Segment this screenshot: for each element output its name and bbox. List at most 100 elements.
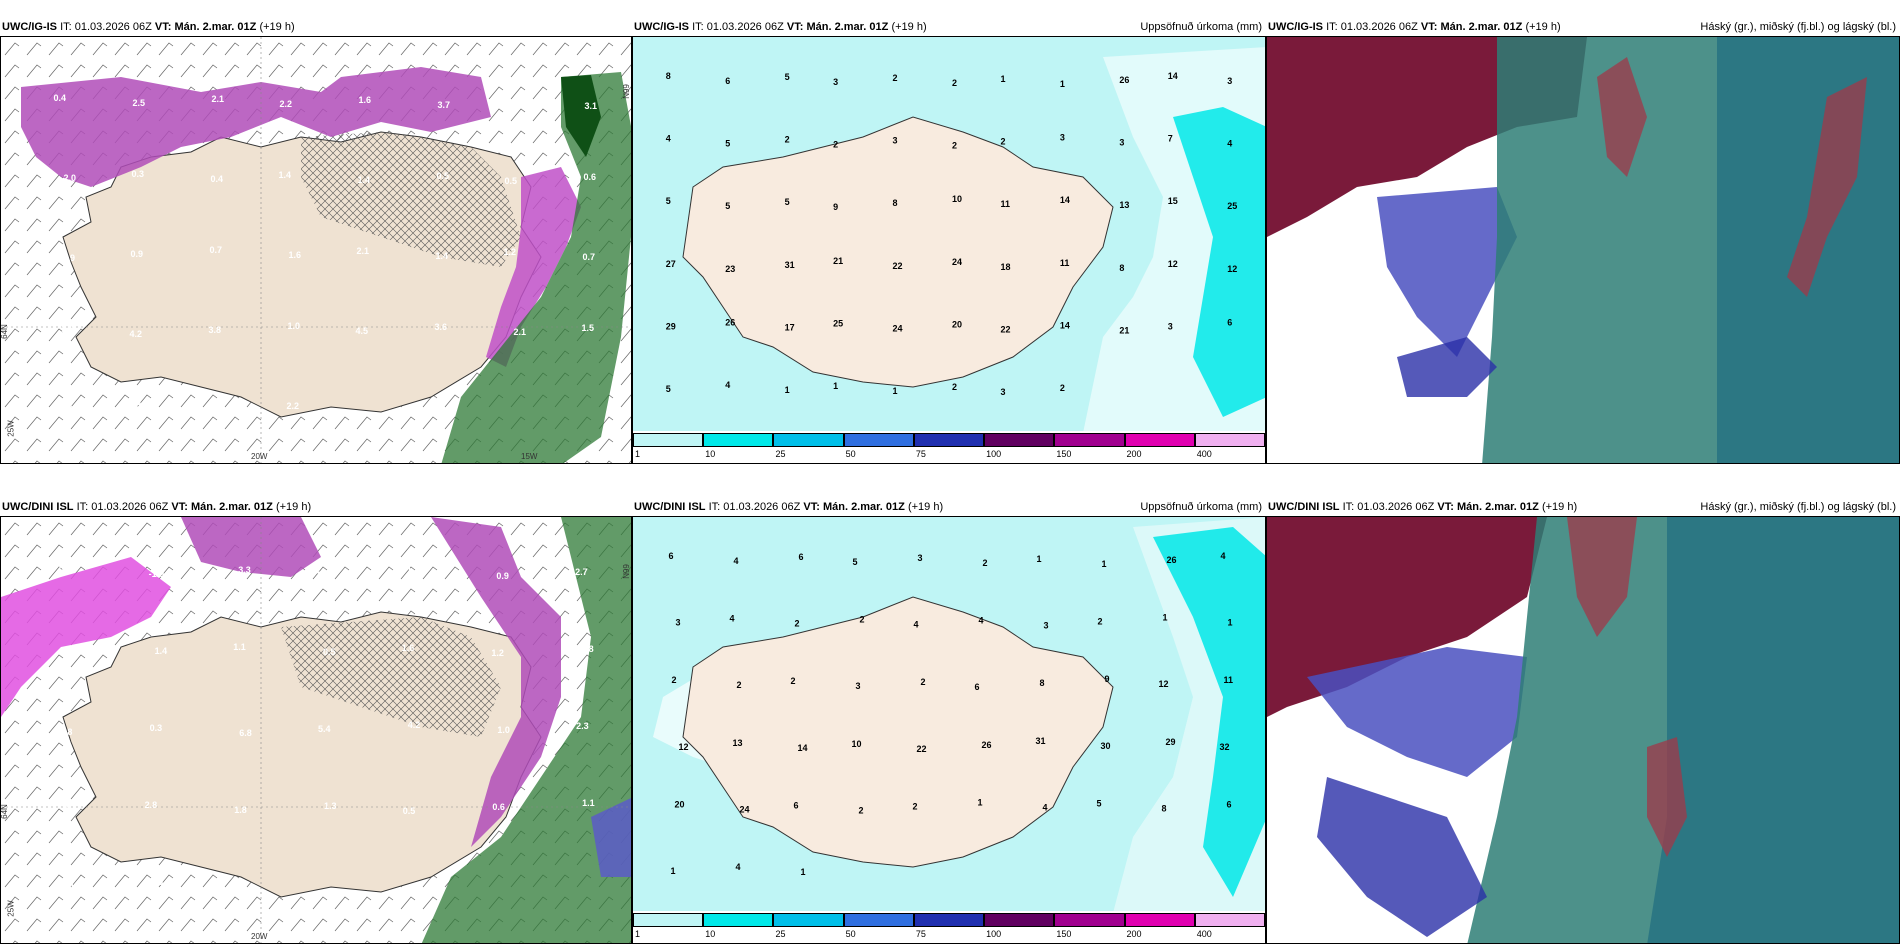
map-value-label: 3 [1168, 322, 1173, 332]
map-value-label: 3 [918, 553, 923, 563]
colorbar-label: 400 [1196, 929, 1212, 939]
map-value-label: 21 [1119, 326, 1129, 336]
precip-mixed-east [591, 797, 631, 877]
low-cloud-far-east [1647, 517, 1899, 943]
map-panel-wind-top: 0.4 2.5 2.1 2.2 1.6 3.7 1.5 3.1 2.0 0.3 0.4 1.4 1.4 0… [0, 36, 632, 464]
map-value-label: 1 [1001, 74, 1006, 84]
map-panel-precip-top: 8 6 5 3 2 2 1 1 26 14 3 4 5 2 2 3 2 2 3 3 7 4 5 5 5 9 8 10 11 14 13 15 2… [632, 36, 1266, 464]
map-value-label: 1.2 [491, 648, 504, 658]
panel-header-clouds-top: UWC/IG-IS IT: 01.03.2026 06Z VT: Mán. 2.… [1266, 18, 1898, 36]
map-value-label: 4 [730, 614, 735, 624]
map-value-label: 0.4 [54, 93, 67, 103]
mid-cloud-west [1377, 187, 1517, 357]
clouds-map-top [1267, 37, 1899, 463]
map-value-label: 25 [1227, 201, 1237, 211]
map-value-label: 4.9 [61, 404, 74, 414]
map-value-label: 1 [893, 386, 898, 396]
map-value-label: 2 [833, 140, 838, 150]
colorbar-swatch [1124, 433, 1195, 447]
map-value-label: 0.5 [437, 171, 450, 181]
map-value-label: 0.7 [210, 245, 223, 255]
init-label: IT: [1326, 21, 1338, 33]
map-value-label: 2 [1060, 383, 1065, 393]
colorbar-swatch [1194, 433, 1265, 447]
colorbar-label: 75 [915, 929, 926, 939]
colorbar-label: 150 [1056, 929, 1072, 939]
map-value-label: 3 [1001, 387, 1006, 397]
init-value: 01.03.2026 06Z [91, 501, 169, 513]
map-value-label: 4.2 [130, 329, 143, 339]
map-value-label: 9 [1105, 674, 1110, 684]
map-value-label: 10 [952, 194, 962, 204]
wind-value-labels-bottom: 0.3 -1.0 3.3 2.0 1.7 0.9 2.7 0.4 1.4 1.1 0.5 1.6 1.2… [59, 564, 595, 891]
map-value-label: 1 [1163, 613, 1168, 623]
map-value-label: 2.1 [357, 246, 370, 256]
map-value-label: 8 [1119, 263, 1124, 273]
map-value-label: 2.3 [576, 721, 589, 731]
map-value-label: 1.3 [324, 801, 337, 811]
map-value-label: 31 [785, 260, 795, 270]
map-value-label: 1.0 [497, 725, 510, 735]
precip-10-25-east [1153, 527, 1265, 897]
axis-label-66n: 66N [621, 564, 631, 579]
map-value-label: 4.2 [408, 720, 421, 730]
map-value-label: 20 [675, 800, 685, 810]
panel-header-wind-bottom: UWC/DINI ISL IT: 01.03.2026 06Z VT: Mán.… [0, 498, 630, 516]
precip-value-labels-top: 8 6 5 3 2 2 1 1 26 14 34 5 2 2 3 2 2 3 3 7 45 5 5 9 8 10 11 14 13 15 2… [666, 71, 1238, 397]
map-value-label: 11 [1060, 258, 1070, 268]
map-value-label: 2 [672, 675, 677, 685]
model-name: UWC/IG-IS [2, 21, 57, 33]
map-value-label: 2 [921, 677, 926, 687]
map-value-label: 1.4 [155, 646, 168, 656]
map-value-label: 3 [856, 681, 861, 691]
map-value-label: 1.1 [582, 798, 595, 808]
map-value-label: 14 [1060, 195, 1070, 205]
map-value-label: 4 [734, 556, 739, 566]
map-value-label: 6 [975, 682, 980, 692]
mid-cloud-south [1317, 777, 1487, 937]
map-value-label: 15 [1168, 196, 1178, 206]
valid-label: VT: [171, 501, 188, 513]
map-value-label: 29 [1166, 737, 1176, 747]
map-panel-clouds-top [1266, 36, 1900, 464]
map-value-label: 2 [785, 135, 790, 145]
precip-rain-snow-east [486, 167, 581, 367]
valid-label: VT: [154, 21, 172, 33]
map-value-label: 5.4 [318, 724, 331, 734]
high-cloud-band-2 [1647, 737, 1687, 857]
map-value-label: 14 [798, 743, 808, 753]
iceland-landmass [682, 596, 1114, 868]
map-value-label: 2 [737, 680, 742, 690]
map-value-label: 1.6 [289, 250, 302, 260]
colorbar-swatch [843, 913, 914, 927]
map-value-label: 1 [1228, 618, 1233, 628]
map-value-label: 2.5 [133, 98, 146, 108]
map-value-label: 2.8 [145, 800, 158, 810]
map-value-label: 6 [725, 76, 730, 86]
map-value-label: 2.1 [514, 327, 527, 337]
map-value-label: 2.0 [61, 881, 74, 891]
map-value-label: 3 [1119, 138, 1124, 148]
map-value-label: 11 [1224, 675, 1234, 685]
map-value-label: 2 [952, 78, 957, 88]
map-value-label: 2 [893, 73, 898, 83]
map-value-label: 26 [1167, 555, 1177, 565]
map-value-label: 24 [893, 324, 903, 334]
map-panel-precip-bottom: 6 4 6 5 3 2 1 1 26 4 3 4 2 2 4 4 3 2 1 1 2 2 2 3 2 6 8 9 12 11 12 13 14 1… [632, 516, 1266, 944]
map-value-label: 1.8 [234, 805, 247, 815]
colorbar-swatch [984, 433, 1055, 447]
map-value-label: 0.6 [492, 802, 505, 812]
panel-header-precip-bottom: UWC/DINI ISL IT: 01.03.2026 06Z VT: Mán.… [632, 498, 1264, 516]
colorbar-swatch [1194, 913, 1265, 927]
map-value-label: 20 [952, 320, 962, 330]
axis-label-64n: 64N [0, 324, 9, 339]
map-value-label: 5 [725, 139, 730, 149]
map-value-label: 1.2 [504, 247, 517, 257]
map-value-label: 14 [1060, 321, 1070, 331]
map-value-label: 1 [978, 798, 983, 808]
colorbar-label: 25 [775, 449, 786, 459]
wind-map-top: 0.4 2.5 2.1 2.2 1.6 3.7 1.5 3.1 2.0 0.3 0.4 1.4 1.4 0… [1, 37, 631, 463]
map-value-label: 2 [952, 382, 957, 392]
map-value-label: 0.3 [59, 564, 72, 574]
